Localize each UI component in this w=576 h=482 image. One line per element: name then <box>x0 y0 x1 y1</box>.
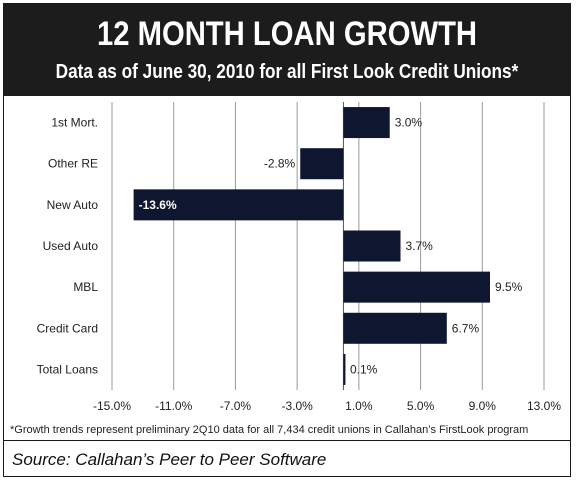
category-label: New Auto <box>47 198 99 212</box>
bar <box>133 189 344 221</box>
data-label: 9.5% <box>495 280 523 294</box>
x-tick-label: 1.0% <box>345 399 373 413</box>
data-label: 6.7% <box>452 321 480 335</box>
category-label: MBL <box>73 280 98 294</box>
x-tick-label: 13.0% <box>527 399 561 413</box>
header: 12 MONTH LOAN GROWTH Data as of June 30,… <box>4 4 570 96</box>
source-text: Source: Callahan’s Peer to Peer Software <box>12 450 327 469</box>
bar <box>343 312 447 344</box>
category-label: Total Loans <box>37 362 98 376</box>
footnote: *Growth trends represent preliminary 2Q1… <box>10 424 529 436</box>
data-label: 3.0% <box>395 116 423 130</box>
chart-frame: 12 MONTH LOAN GROWTH Data as of June 30,… <box>3 3 571 477</box>
x-tick-label: 5.0% <box>407 399 435 413</box>
source-bar: Source: Callahan’s Peer to Peer Software <box>4 440 570 476</box>
bar <box>343 271 490 303</box>
bar-chart: -15.0% -11.0% -7.0% -3.0% 1.0% 5.0% 9.0% 13.0% 1… <box>37 102 561 413</box>
category-label: 1st Mort. <box>51 116 98 130</box>
x-tick-label: -15.0% <box>93 399 131 413</box>
category-label: Used Auto <box>43 239 99 253</box>
data-label: -2.8% <box>264 157 296 171</box>
chart-subtitle: Data as of June 30, 2010 for all First L… <box>55 61 519 83</box>
category-label: Credit Card <box>37 321 98 335</box>
bar <box>343 353 346 385</box>
x-tick-label: -3.0% <box>281 399 313 413</box>
x-tick-label: -11.0% <box>155 399 192 413</box>
x-tick-label: 9.0% <box>469 399 497 413</box>
bar <box>343 230 401 262</box>
data-label: 0.1% <box>350 362 378 376</box>
category-label: Other RE <box>48 157 98 171</box>
bar <box>343 107 390 139</box>
data-label: 3.7% <box>406 239 434 253</box>
bar <box>300 148 344 180</box>
x-tick-label: -7.0% <box>220 399 252 413</box>
data-label: -13.6% <box>139 198 177 212</box>
chart-title: 12 MONTH LOAN GROWTH <box>96 15 478 53</box>
